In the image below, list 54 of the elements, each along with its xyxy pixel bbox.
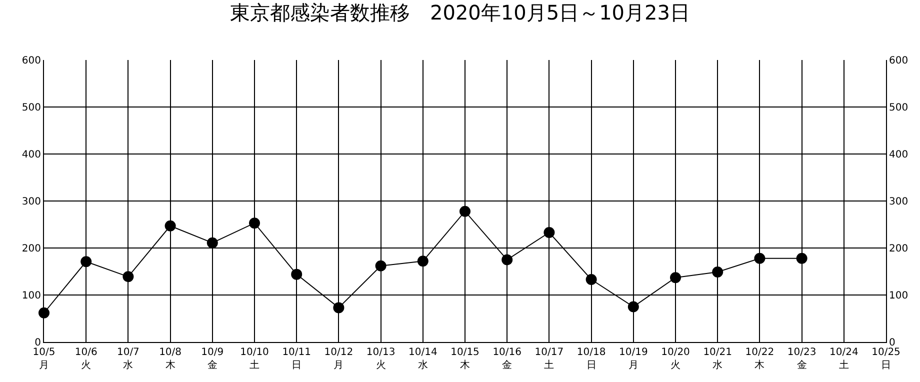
- y2-tick-label: 500: [889, 102, 908, 114]
- chart-title: 東京都感染者数推移 2020年10月5日～10月23日: [230, 0, 690, 25]
- x-tick-label: 10/22 木: [745, 347, 774, 371]
- x-tick-label: 10/15 木: [450, 347, 480, 371]
- x-tick-label: 10/17 土: [534, 347, 564, 371]
- x-tick-label: 10/11 日: [282, 347, 312, 371]
- point: [249, 218, 260, 229]
- point: [460, 206, 470, 217]
- x-tick-label: 10/19 月: [618, 347, 648, 371]
- point: [544, 226, 555, 238]
- point: [712, 266, 724, 278]
- point: [670, 272, 681, 284]
- x-tick-label: 10/5 月: [32, 347, 56, 371]
- y-tick-label: 300: [22, 196, 41, 208]
- x-tick-label: 10/18 日: [576, 347, 606, 371]
- y2-tick-label: 400: [889, 150, 908, 160]
- point: [122, 271, 134, 282]
- x-tick-label: 10/21 水: [703, 347, 732, 371]
- x-tick-label: 10/25 日: [872, 347, 900, 371]
- point: [502, 254, 513, 266]
- point: [206, 237, 218, 248]
- y2-tick-label: 300: [889, 196, 908, 208]
- point: [628, 301, 639, 312]
- x-tick-label: 10/8 木: [159, 347, 182, 371]
- point: [417, 256, 428, 267]
- x-tick-label: 10/10 土: [240, 347, 269, 371]
- point: [291, 268, 302, 280]
- y-tick-label: 0: [34, 338, 41, 348]
- x-tick-label: 10/13 火: [366, 347, 396, 371]
- x-tick-label: 10/14 水: [408, 347, 438, 371]
- point: [375, 260, 386, 272]
- y2-tick-label: 0: [889, 338, 896, 348]
- point: [796, 252, 808, 264]
- x-tick-label: 10/24 土: [829, 347, 858, 371]
- x-tick-label: 10/16 金: [492, 347, 522, 371]
- x-tick-label: 10/12 月: [324, 347, 354, 371]
- x-tick-label: 10/9 金: [201, 347, 224, 371]
- point: [586, 274, 597, 285]
- y2-tick-label: 600: [889, 56, 908, 66]
- point: [80, 256, 92, 268]
- x-tick-label: 10/7 水: [116, 347, 140, 371]
- y-tick-label: 500: [22, 102, 41, 114]
- y-tick-label: 200: [22, 244, 41, 254]
- x-tick-label: 10/6 火: [74, 347, 98, 371]
- point: [333, 302, 344, 314]
- x-tick-label: 10/20 火: [661, 347, 690, 371]
- point: [754, 252, 766, 264]
- x-tick-label: 10/23 金: [787, 347, 816, 371]
- point: [164, 220, 176, 232]
- y2-tick-label: 100: [889, 290, 908, 302]
- y-tick-label: 600: [22, 56, 41, 66]
- y-tick-label: 100: [22, 290, 41, 302]
- y-tick-label: 400: [22, 150, 41, 160]
- y2-tick-label: 200: [889, 244, 908, 254]
